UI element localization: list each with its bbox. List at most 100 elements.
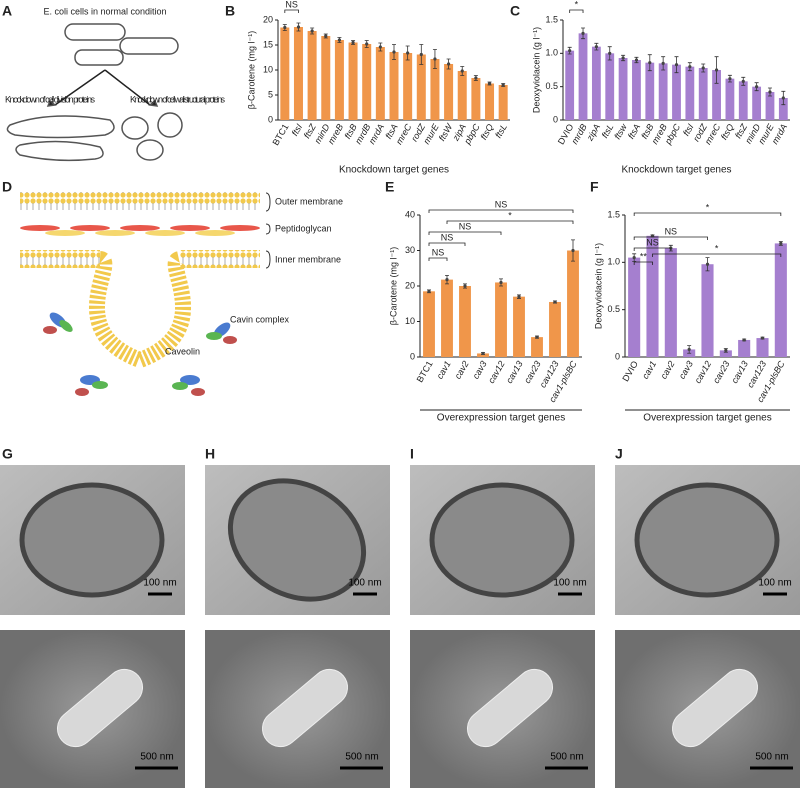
bar: [531, 337, 543, 357]
x-tick-label: cav3: [677, 359, 695, 380]
data-point: [779, 241, 783, 245]
panel-label: G: [2, 446, 13, 462]
x-tick-label: BTC1: [270, 122, 290, 147]
data-point: [310, 29, 314, 33]
significance-bracket: [446, 220, 574, 224]
data-point: [661, 61, 665, 65]
significance-label: *: [715, 243, 719, 253]
bar: [321, 36, 331, 120]
x-axis-label: Knockdown target genes: [339, 165, 449, 176]
data-point: [463, 284, 467, 288]
significance-label: NS: [459, 221, 472, 231]
bar: [389, 52, 399, 120]
scale-label: 100 nm: [553, 578, 586, 589]
y-tick-label: 20: [405, 280, 415, 290]
bar: [485, 83, 495, 120]
significance-label: NS: [495, 199, 508, 209]
significance-label: NS: [665, 226, 678, 236]
data-point: [608, 51, 612, 55]
bar: [632, 60, 641, 120]
data-point: [460, 69, 464, 73]
cell: [56, 668, 144, 748]
y-tick-label: 1.5: [607, 209, 620, 219]
data-point: [501, 83, 505, 87]
y-tick-label: 0: [410, 351, 415, 361]
data-point: [406, 51, 410, 55]
x-tick-label: zipA: [584, 122, 602, 143]
bar: [672, 64, 681, 120]
data-point: [581, 31, 585, 35]
data-point: [571, 248, 575, 253]
bar: [578, 33, 588, 121]
y-tick-label: 1.0: [607, 257, 620, 267]
y-tick-label: 1.0: [545, 48, 558, 58]
y-tick-label: 0: [615, 351, 620, 361]
x-tick-label: cav1: [640, 359, 658, 380]
significance-label: *: [706, 202, 710, 212]
y-tick-label: 0.5: [545, 81, 558, 91]
x-tick-label: cav2: [453, 359, 471, 380]
data-point: [760, 336, 765, 340]
bar: [334, 40, 344, 120]
panel-label: H: [205, 446, 215, 462]
significance-label: NS: [432, 247, 445, 257]
x-axis-label: Overexpression target genes: [437, 413, 565, 424]
x-tick-label: cav2: [658, 359, 676, 380]
cell: [671, 668, 759, 748]
significance-bracket: [428, 257, 448, 261]
data-point: [688, 65, 692, 69]
bar: [752, 86, 762, 120]
label: Inner membrane: [275, 254, 341, 264]
cell: [261, 668, 349, 748]
data-point: [419, 52, 423, 57]
bar: [646, 235, 659, 357]
label: Knockdown of cell wall structural protei…: [130, 94, 225, 104]
x-tick-label: cav3: [471, 359, 489, 380]
cell: [429, 482, 575, 598]
y-tick-label: 1.5: [545, 14, 558, 24]
data-point: [392, 50, 396, 54]
x-tick-label: ftsw: [612, 122, 629, 141]
bar: [658, 63, 668, 120]
bar: [778, 98, 788, 120]
data-point: [517, 295, 521, 299]
diagram-a: E. coli cells in normal condition Knockd…: [5, 6, 225, 162]
x-tick-label: cav12: [486, 359, 507, 385]
bar: [430, 59, 440, 120]
bar: [362, 44, 372, 120]
data-point: [742, 338, 746, 342]
y-tick-label: 10: [405, 316, 415, 326]
label: Caveolin: [165, 346, 200, 356]
data-point: [553, 300, 557, 304]
bar: [765, 92, 775, 120]
scale-label: 500 nm: [550, 752, 583, 763]
data-point: [535, 335, 539, 339]
data-point: [446, 62, 451, 66]
bar: [307, 31, 317, 120]
x-tick-label: ftsQ: [719, 122, 736, 141]
panel-label: I: [410, 446, 414, 462]
data-point: [487, 81, 492, 86]
panel-label: E: [385, 179, 394, 195]
scale-label: 500 nm: [345, 752, 378, 763]
data-point: [296, 25, 301, 29]
label: Outer membrane: [275, 196, 343, 206]
data-point: [781, 96, 785, 100]
bar: [567, 250, 579, 357]
data-point: [481, 351, 485, 356]
panel-label: A: [2, 3, 12, 19]
data-point: [714, 68, 719, 72]
cell: [19, 482, 165, 598]
bar: [591, 46, 601, 120]
x-tick-label: ftsL: [493, 122, 509, 140]
data-point: [634, 58, 639, 62]
data-point: [724, 348, 728, 352]
data-point: [632, 256, 636, 260]
data-point: [427, 289, 431, 293]
significance-label: *: [508, 210, 512, 220]
significance-bracket: [569, 9, 584, 13]
y-tick-label: 0: [268, 114, 273, 124]
x-tick-label: cav13: [504, 359, 525, 385]
y-tick-label: 5: [268, 89, 273, 99]
data-point: [687, 347, 691, 352]
